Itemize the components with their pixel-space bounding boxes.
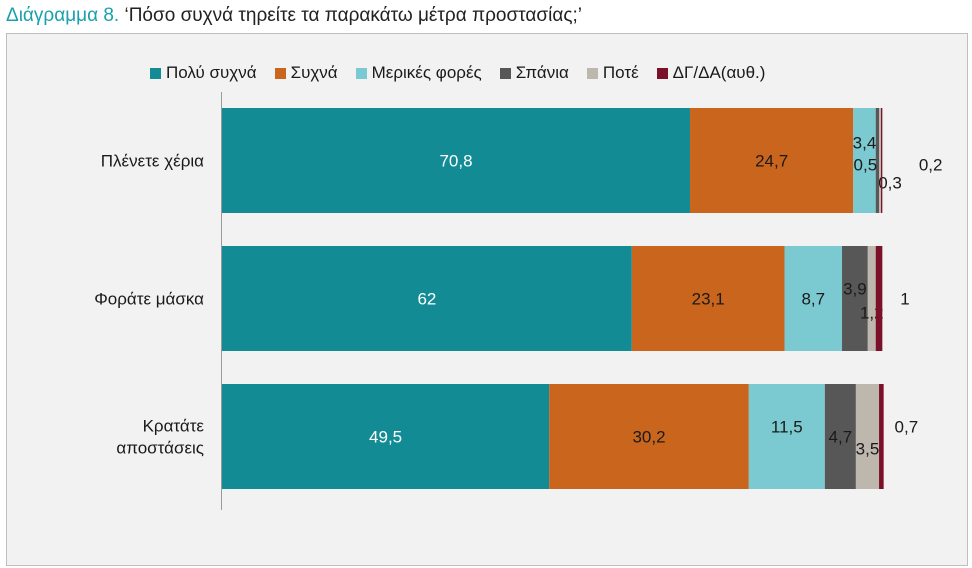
data-label: 62 [417, 290, 436, 309]
legend-item: Μερικές φορές [355, 63, 482, 83]
bar-segment [784, 246, 843, 351]
data-label: 11,5 [771, 418, 803, 437]
bar-segment [879, 384, 884, 489]
data-label: 0,7 [895, 418, 919, 437]
legend-swatch [586, 67, 598, 79]
legend-item: Συχνά [274, 63, 338, 83]
bar-segment [853, 108, 876, 213]
data-label: 49,5 [369, 428, 402, 447]
bar-segment [875, 246, 883, 351]
category-label: Φοράτε μάσκα [94, 290, 204, 309]
chart-legend: Πολύ συχνά Συχνά Μερικές φορές Σπάνια Ποτέ ΔΓ… [150, 62, 783, 84]
data-label: 3,5 [856, 440, 880, 459]
legend-swatch [150, 67, 161, 79]
legend-swatch [274, 67, 286, 79]
bar-segment [222, 384, 550, 489]
bar-segment [222, 246, 632, 351]
legend-swatch [499, 67, 511, 79]
category-label: Κρατάτε αποστάσεις [116, 417, 204, 458]
category-label: Πλένετε χέρια [101, 152, 204, 171]
data-label: 4,7 [829, 428, 853, 447]
bar-segment [631, 246, 785, 351]
legend-item: ΔΓ/ΔΑ(αυθ.) [656, 63, 766, 83]
bar-segment [689, 108, 854, 213]
bar-segment [855, 384, 880, 489]
bar-segment [222, 108, 690, 213]
bar-segment [842, 246, 868, 351]
data-label: 0,3 [878, 174, 902, 193]
legend-label: Συχνά [290, 63, 338, 82]
bar-segment [867, 246, 876, 351]
legend-swatch [355, 67, 367, 79]
data-label: 1 [900, 290, 909, 309]
legend-label: Ποτέ [602, 63, 639, 82]
chart-heading: Διάγραμμα 8. ‘Πόσο συχνά τηρείτε τα παρα… [6, 2, 582, 30]
data-label: 24,7 [755, 152, 788, 171]
data-label: 3,9 [843, 280, 867, 299]
data-label: 3,4 [853, 134, 877, 153]
bar-segment [748, 384, 825, 489]
legend-label: Μερικές φορές [371, 63, 482, 82]
chart-title: ‘Πόσο συχνά τηρείτε τα παρακάτω μέτρα πρ… [124, 5, 582, 26]
data-label: 23,1 [692, 290, 725, 309]
data-label: 0,5 [854, 156, 878, 175]
data-label: 8,7 [801, 290, 825, 309]
bar-segment [549, 384, 749, 489]
legend-label: Πολύ συχνά [166, 63, 257, 82]
bar-segment [881, 108, 883, 213]
legend-item: Πολύ συχνά [150, 63, 257, 83]
legend-item: Σπάνια [499, 63, 569, 83]
legend-label: ΔΓ/ΔΑ(αυθ.) [672, 63, 766, 82]
bar-segment [824, 384, 856, 489]
bar-segment [879, 108, 882, 213]
data-label: 70,8 [439, 152, 472, 171]
bar-segment [875, 108, 880, 213]
legend-label: Σπάνια [515, 63, 569, 82]
data-label: 0,2 [919, 156, 943, 175]
figure-label: Διάγραμμα 8. [6, 5, 120, 26]
legend-item: Ποτέ [586, 63, 639, 83]
legend-swatch [656, 67, 668, 79]
data-label: 30,2 [632, 428, 665, 447]
